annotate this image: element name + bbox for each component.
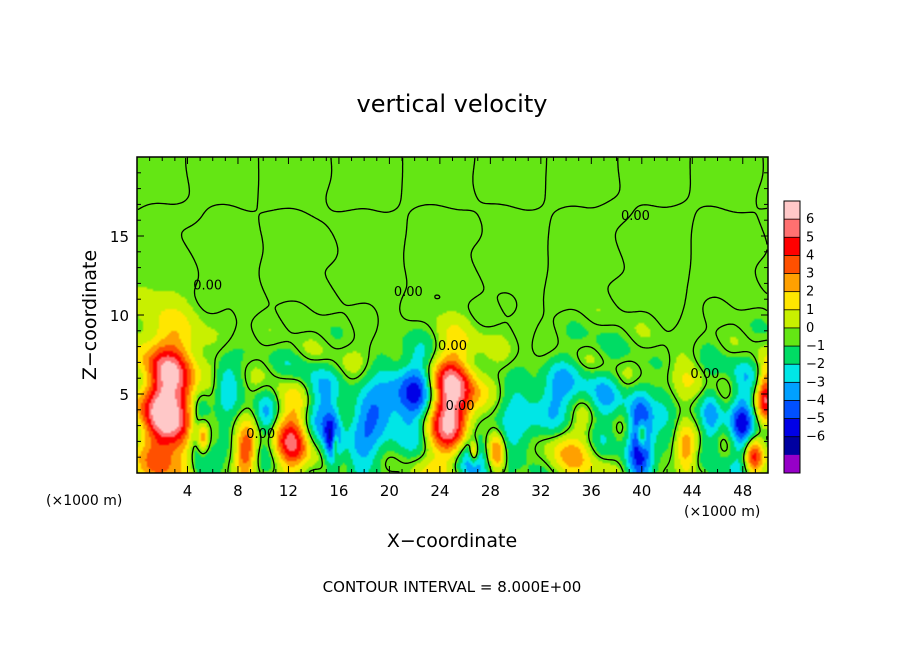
y-axis-label: Z−coordinate — [79, 250, 101, 380]
colorbar: 6 5 4 3 2 1 0 −1 −2 −3 −4 −5 −6 — [783, 200, 825, 474]
contour-label: 0.00 — [193, 279, 222, 294]
colorbar-swatch — [784, 400, 800, 419]
x-tick-label: 40 — [632, 482, 651, 500]
colorbar-swatch — [784, 273, 800, 292]
x-tick-label: 24 — [430, 482, 449, 500]
x-tick-label: 12 — [279, 482, 298, 500]
x-tick-label: 48 — [733, 482, 752, 500]
colorbar-label: −5 — [806, 412, 825, 427]
colorbar-label: 6 — [806, 212, 814, 227]
colorbar-label: 3 — [806, 267, 814, 282]
colorbar-swatch — [784, 346, 800, 365]
colorbar-label: −2 — [806, 357, 825, 372]
y-tick-label: 15 — [110, 228, 129, 246]
x-unit-left: (×1000 m) — [46, 493, 122, 509]
chart-title: vertical velocity — [357, 90, 548, 118]
x-tick-label: 20 — [380, 482, 399, 500]
x-tick-label: 4 — [183, 482, 193, 500]
velocity-field — [137, 157, 768, 473]
zero-contour-path — [137, 157, 768, 473]
x-unit-right: (×1000 m) — [684, 504, 760, 520]
colorbar-label: 5 — [806, 230, 814, 245]
contour-label: 0.00 — [394, 285, 423, 300]
colorbar-swatch — [784, 201, 800, 220]
colorbar-swatch — [784, 219, 800, 238]
x-tick-label: 36 — [582, 482, 601, 500]
contour-label: 0.00 — [438, 339, 467, 354]
colorbar-label: 0 — [806, 321, 814, 336]
colorbar-label: −1 — [806, 339, 825, 354]
colorbar-label: −3 — [806, 375, 825, 390]
colorbar-swatch — [784, 418, 800, 438]
colorbar-label: −6 — [806, 430, 825, 445]
x-axis-label: X−coordinate — [387, 530, 517, 552]
colorbar-swatch — [784, 237, 800, 256]
x-tick-label: 28 — [481, 482, 500, 500]
x-tick-label: 16 — [329, 482, 348, 500]
colorbar-label: 2 — [806, 285, 814, 300]
contour-interval-note: CONTOUR INTERVAL = 8.000E+00 — [323, 578, 582, 596]
contour-label: 0.00 — [246, 427, 275, 442]
y-tick-label: 5 — [119, 386, 129, 404]
colorbar-frame — [783, 200, 801, 474]
contour-label: 0.00 — [446, 399, 475, 414]
colorbar-label: −4 — [806, 393, 825, 408]
x-tick-label: 44 — [683, 482, 702, 500]
colorbar-swatch — [784, 436, 800, 456]
y-axis-ticks: 5 10 15 — [110, 172, 768, 458]
contour-label: 0.00 — [690, 367, 719, 382]
colorbar-swatch — [784, 364, 800, 383]
x-tick-label: 8 — [233, 482, 243, 500]
x-axis-ticks: 4 8 12 16 20 24 28 32 36 40 44 48 — [149, 157, 756, 500]
contour-label: 0.00 — [621, 209, 650, 224]
colorbar-swatch — [784, 454, 800, 474]
contour-labels: 0.00 0.00 0.00 0.00 0.00 0.00 0.00 — [193, 209, 719, 442]
colorbar-label: 1 — [806, 303, 814, 318]
x-tick-label: 32 — [531, 482, 550, 500]
colorbar-swatch — [784, 327, 800, 347]
colorbar-swatch — [784, 309, 800, 329]
colorbar-swatch — [784, 382, 800, 401]
zero-contour-lines — [137, 157, 768, 473]
y-tick-label: 10 — [110, 307, 129, 325]
colorbar-swatch — [784, 291, 800, 311]
colorbar-label: 4 — [806, 248, 814, 263]
colorbar-swatch — [784, 255, 800, 274]
